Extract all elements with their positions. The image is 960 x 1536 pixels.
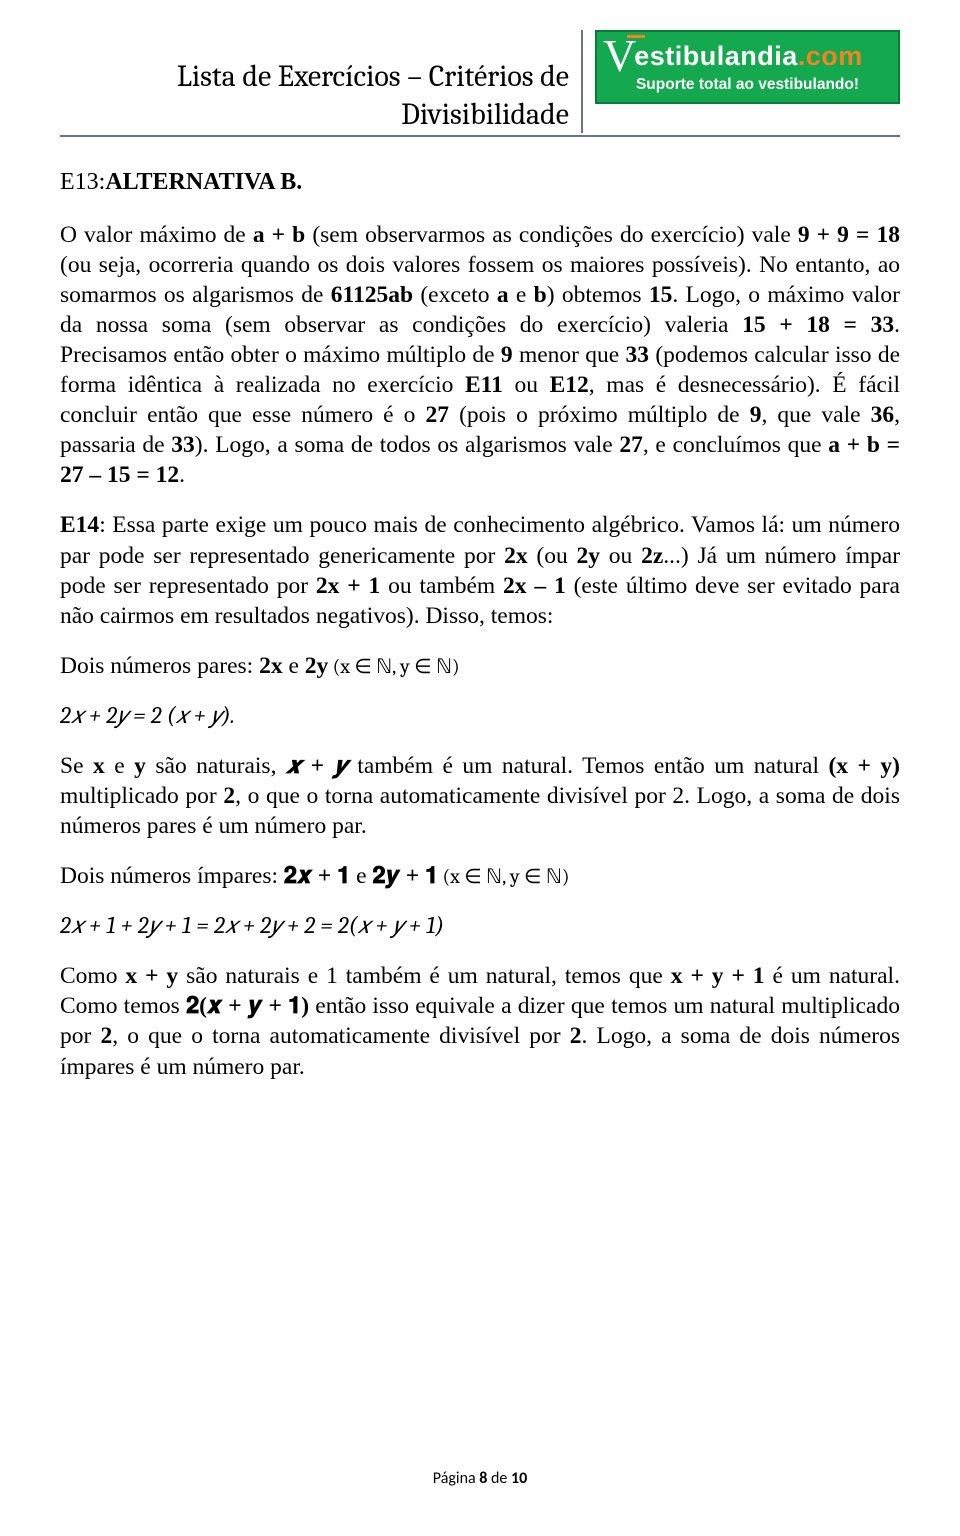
t: 2y <box>577 543 601 569</box>
t: 𝒙 + 𝒚 <box>286 753 348 779</box>
t: E11 <box>465 372 503 398</box>
even-numbers-line: Dois números pares: 2x e 2y (x ∈ ℕ, y ∈ … <box>60 651 900 681</box>
t: Dois números pares: <box>60 653 259 679</box>
paragraph-even-conclusion: Se x e y são naturais, 𝒙 + 𝒚 também é um… <box>60 751 900 841</box>
logo-subtitle: Suporte total ao vestibulando! <box>597 76 898 100</box>
logo-dotcom: .com <box>798 41 863 72</box>
t: 2x <box>259 653 283 679</box>
t: 15 + 18 = 33 <box>742 312 894 338</box>
title-line-1: Lista de Exercícios – Critérios de <box>60 58 569 96</box>
document-body: E13:ALTERNATIVA B. O valor máximo de a +… <box>60 167 900 1082</box>
t: E12 <box>550 372 589 398</box>
footer-prefix: Página <box>433 1469 479 1488</box>
t: ou também <box>380 573 503 599</box>
t: (pois o próximo múltiplo de <box>449 402 750 428</box>
t: 𝟐(𝒙 + 𝒚 + 𝟏) <box>186 993 309 1019</box>
t: 36 <box>871 402 895 428</box>
t: ou <box>503 372 550 398</box>
t: (ou <box>528 543 577 569</box>
t: . <box>179 462 185 488</box>
t: Se <box>60 753 93 779</box>
t: 15 <box>649 282 673 308</box>
paragraph-e13: O valor máximo de a + b (sem observarmos… <box>60 220 900 491</box>
t: a <box>497 282 509 308</box>
t: 2 <box>223 783 235 809</box>
answer-text: ALTERNATIVA B. <box>105 169 302 195</box>
document-header: Lista de Exercícios – Critérios de Divis… <box>60 30 900 137</box>
t: 27 <box>426 402 450 428</box>
paragraph-e14-intro: E14: Essa parte exige um pouco mais de c… <box>60 510 900 630</box>
t: 2y <box>305 653 329 679</box>
footer-total-pages: 10 <box>511 1469 527 1488</box>
t: x <box>93 753 105 779</box>
t: b <box>534 282 547 308</box>
logo-tick-accent <box>627 35 645 38</box>
t: menor que <box>513 342 626 368</box>
t: multiplicado por <box>60 783 223 809</box>
answer-heading: E13:ALTERNATIVA B. <box>60 167 900 198</box>
footer-mid: de <box>487 1469 511 1488</box>
t: 9 <box>501 342 513 368</box>
t: Dois números ímpares: <box>60 863 284 889</box>
t: 2 <box>100 1023 112 1049</box>
t: x + y <box>125 963 178 989</box>
t: 𝟐𝒙 + 𝟏 <box>284 863 350 889</box>
logo-wordmark: V estibulandia .com <box>597 32 898 78</box>
t: O valor máximo de <box>60 222 253 248</box>
t: 2x + 1 <box>316 573 380 599</box>
t: 9 <box>750 402 762 428</box>
t: 27 <box>619 432 643 458</box>
t: a + b <box>253 222 305 248</box>
t: , que vale <box>761 402 870 428</box>
t: ) obtemos <box>547 282 649 308</box>
t: (x + y) <box>828 753 900 779</box>
t: 2x – 1 <box>503 573 566 599</box>
t: (sem observarmos as condições do exercíc… <box>305 222 798 248</box>
t: e <box>105 753 134 779</box>
t: y <box>134 753 146 779</box>
paragraph-odd-conclusion: Como x + y são naturais e 1 também é um … <box>60 961 900 1081</box>
t: (exceto <box>413 282 497 308</box>
t: são naturais, <box>146 753 286 779</box>
t: ). Logo, a soma de todos os algarismos v… <box>195 432 620 458</box>
t: 2x <box>504 543 528 569</box>
t: são naturais e 1 também é um natural, te… <box>178 963 671 989</box>
t: x + y + 1 <box>671 963 765 989</box>
equation-even-sum: 2𝑥 + 2𝑦 = 2 (𝑥 + 𝑦). <box>60 701 900 731</box>
t: 2 <box>570 1023 582 1049</box>
answer-label: E13: <box>60 169 105 195</box>
set-notation: (x ∈ ℕ, y ∈ ℕ) <box>438 865 569 888</box>
t: e <box>350 863 372 889</box>
title-line-2: Divisibilidade <box>60 96 569 134</box>
equation-odd-sum: 2𝑥 + 1 + 2𝑦 + 1 = 2𝑥 + 2𝑦 + 2 = 2(𝑥 + 𝑦 … <box>60 911 900 941</box>
t: e <box>283 653 305 679</box>
page-footer: Página 8 de 10 <box>0 1469 960 1488</box>
t: , o que o torna automaticamente divisíve… <box>112 1023 570 1049</box>
t: 33 <box>626 342 650 368</box>
t: 9 + 9 = 18 <box>798 222 900 248</box>
odd-numbers-line: Dois números ímpares: 𝟐𝒙 + 𝟏 e 𝟐𝒚 + 𝟏 (x… <box>60 861 900 891</box>
logo-v-glyph: V <box>603 33 636 79</box>
t: E14 <box>60 512 99 538</box>
t: , e concluímos que <box>643 432 828 458</box>
set-notation: (x ∈ ℕ, y ∈ ℕ) <box>328 655 459 678</box>
t: 𝟐𝒚 + 𝟏 <box>372 863 438 889</box>
t: também é um natural. Temos então um natu… <box>348 753 829 779</box>
title-block: Lista de Exercícios – Critérios de Divis… <box>60 30 583 133</box>
logo-main-text: estibulandia <box>634 41 798 72</box>
t: Como <box>60 963 125 989</box>
t: 2z <box>641 543 663 569</box>
t: ou <box>600 543 641 569</box>
t: 61125ab <box>331 282 413 308</box>
brand-logo: V estibulandia .com Suporte total ao ves… <box>595 30 900 104</box>
t: 33 <box>171 432 195 458</box>
t: e <box>509 282 534 308</box>
